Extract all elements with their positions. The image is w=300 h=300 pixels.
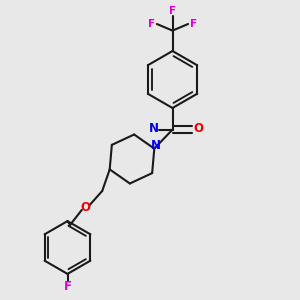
Text: F: F [64,280,71,293]
Text: F: F [190,19,197,29]
Text: O: O [81,201,91,214]
Text: F: F [148,19,155,29]
Text: N: N [151,139,161,152]
Text: F: F [169,6,176,16]
Text: O: O [194,122,204,136]
Text: N: N [149,122,159,135]
